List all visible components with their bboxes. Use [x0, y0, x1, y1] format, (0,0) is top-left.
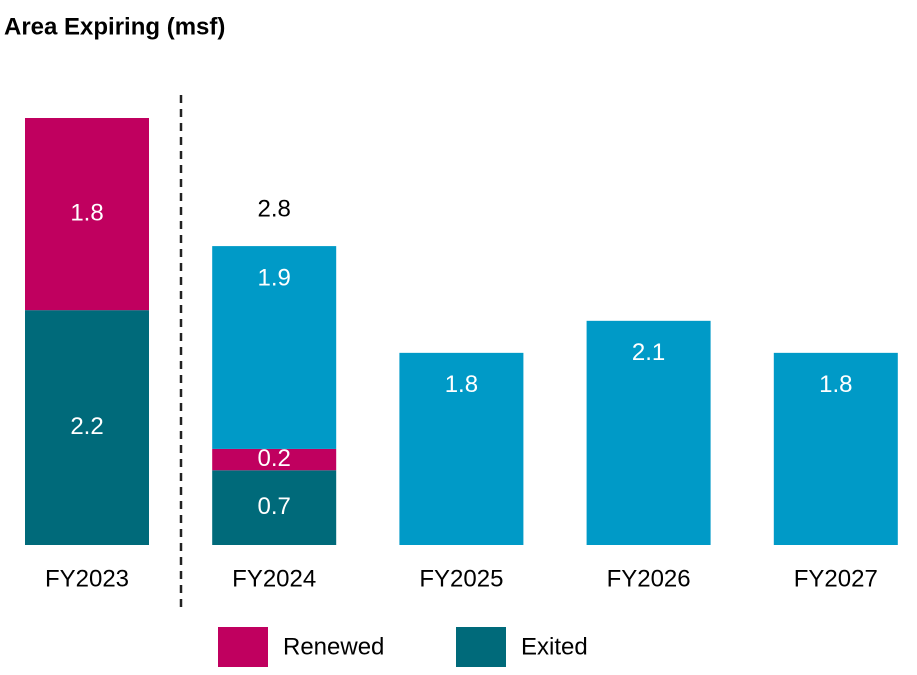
value-label: 1.8	[445, 371, 478, 398]
total-label: 2.8	[258, 195, 291, 222]
legend-swatch	[456, 627, 506, 667]
value-label: 0.7	[258, 493, 291, 520]
bar-segment	[25, 118, 149, 311]
bar-segment	[773, 352, 898, 545]
x-tick-label: FY2023	[45, 565, 129, 592]
x-tick-label: FY2026	[607, 565, 691, 592]
legend-label: Renewed	[283, 633, 384, 660]
legend-swatch	[218, 627, 268, 667]
value-label: 1.8	[70, 199, 103, 226]
bar-segment	[586, 320, 711, 545]
bar-segment	[399, 352, 524, 545]
bar-segment	[212, 448, 337, 471]
value-label: 1.8	[819, 371, 852, 398]
bar-segment	[25, 310, 149, 545]
value-label: 2.2	[70, 413, 103, 440]
x-tick-label: FY2027	[794, 565, 878, 592]
value-label: 2.1	[632, 339, 665, 366]
value-label: 1.9	[258, 264, 291, 291]
x-tick-label: FY2024	[232, 565, 316, 592]
bar-segment	[212, 246, 337, 449]
bar-segment	[212, 470, 337, 545]
x-tick-label: FY2025	[419, 565, 503, 592]
value-label: 0.2	[258, 445, 291, 472]
legend-label: Exited	[521, 633, 588, 660]
chart-title: Area Expiring (msf)	[4, 13, 225, 40]
